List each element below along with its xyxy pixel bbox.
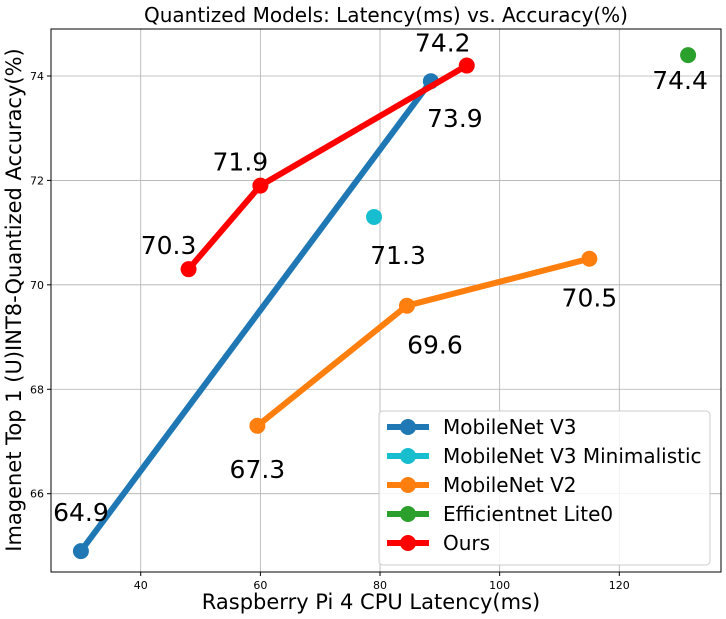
series-layer [72,47,697,560]
x-tick-label: 80 [373,579,387,592]
data-point-mobilenet-v2 [249,417,266,434]
x-tick-label: 40 [134,579,148,592]
legend-entry: Efficientnet Lite0 [443,502,613,526]
y-axis-label: Imagenet Top 1 (U)INT8-Quantized Accurac… [2,48,26,552]
y-tick-label: 74 [30,70,44,83]
series-line-mobilenet-v3 [78,79,434,553]
data-point-mobilenet-v2 [398,297,415,314]
data-label-ours: 71.9 [213,148,269,177]
data-point-mobilenet-v3 [72,543,89,560]
data-label-mobilenet-v2: 70.5 [562,284,618,313]
data-label-mobilenet-v3-minimalistic: 71.3 [370,241,426,270]
data-point-ours [252,177,269,194]
legend-entry: MobileNet V3 Minimalistic [443,444,702,468]
data-label-mobilenet-v3: 73.9 [427,104,483,133]
plot-frame [50,28,722,573]
data-point-efficientnet-lite0 [680,47,697,64]
data-point-mobilenet-v3-minimalistic [366,208,383,225]
labels-layer: 64.9 73.9 71.3 67.3 69.6 70.5 74.4 70.3 71.9 74.2 [53,29,708,528]
y-tick-label: 66 [30,488,44,501]
legend-marker [400,535,416,551]
series-mobilenet-v3 [72,73,439,560]
data-point-ours [180,261,197,278]
legend-marker [400,448,416,464]
y-tick-label: 70 [30,279,44,292]
data-point-ours [458,57,475,74]
legend-box [378,410,711,566]
x-tick-label: 100 [489,579,510,592]
data-label-mobilenet-v2: 67.3 [230,455,286,484]
legend: MobileNet V3 MobileNet V3 Minimalistic Mob… [378,410,711,566]
y-tick-label: 72 [30,174,44,187]
x-axis-label: Raspberry Pi 4 CPU Latency(ms) [202,590,540,614]
data-label-efficientnet-lite0: 74.4 [652,66,708,95]
legend-entry: MobileNet V3 [443,415,576,439]
legend-entry: MobileNet V2 [443,473,576,497]
series-mobilenet-v2 [249,250,598,434]
series-mobilenet-v3-minimalistic [366,208,383,225]
ticks: 40 60 80 100 120 66 68 70 72 74 [30,70,630,592]
x-tick-label: 120 [609,579,630,592]
x-tick-label: 60 [253,579,267,592]
legend-marker [400,419,416,435]
chart-title: Quantized Models: Latency(ms) vs. Accura… [144,3,628,27]
legend-entry: Ours [443,531,490,555]
legend-marker [400,506,416,522]
data-label-ours: 70.3 [141,231,197,260]
y-tick-label: 68 [30,383,44,396]
data-label-ours: 74.2 [415,29,471,58]
data-label-mobilenet-v2: 69.6 [407,331,463,360]
series-efficientnet-lite0 [680,47,697,64]
data-point-mobilenet-v2 [581,250,598,267]
legend-marker [400,477,416,493]
series-ours [180,57,475,278]
data-label-mobilenet-v3: 64.9 [53,498,109,527]
